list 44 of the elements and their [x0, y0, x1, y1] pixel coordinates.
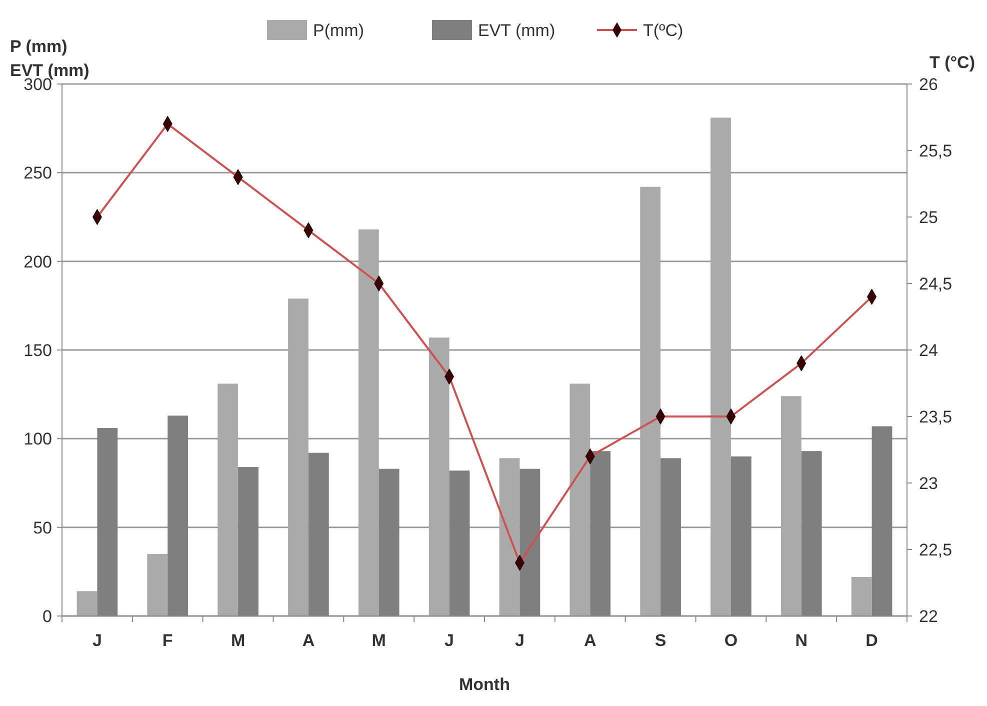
x-tick-label: J — [514, 631, 524, 650]
bar — [288, 298, 308, 616]
y2-tick-label: 25,5 — [919, 141, 952, 160]
bar — [499, 458, 520, 616]
x-tick-label: A — [302, 631, 315, 650]
y2-tick-label: 23 — [919, 474, 938, 493]
x-tick-label: N — [795, 631, 808, 650]
y-tick-label: 100 — [24, 430, 52, 449]
x-tick-label: J — [92, 631, 102, 650]
bar — [358, 229, 379, 616]
bar — [710, 118, 731, 616]
bar — [428, 338, 450, 616]
bar — [640, 186, 661, 616]
x-tick-label: F — [162, 631, 173, 650]
bar — [76, 591, 98, 616]
bar — [218, 384, 238, 616]
x-axis-title: Month — [459, 675, 510, 694]
y-tick-label: 200 — [24, 252, 52, 272]
bar — [570, 384, 590, 616]
x-tick-label: D — [866, 631, 878, 650]
y2-tick-label: 25 — [919, 208, 938, 227]
bar — [780, 396, 802, 616]
y2-tick-label: 24 — [919, 340, 938, 360]
legend-label: EVT (mm) — [478, 20, 556, 40]
legend-label: P(mm) — [313, 20, 364, 40]
x-tick-label: O — [724, 631, 738, 650]
x-tick-label: M — [230, 631, 246, 650]
x-tick-label: J — [444, 631, 454, 650]
bar — [147, 554, 168, 616]
y-tick-label: 150 — [24, 340, 52, 360]
x-tick-label: S — [654, 631, 666, 650]
y2-axis-title: T (°C) — [929, 53, 975, 72]
bar — [851, 576, 872, 616]
y2-tick-label: 26 — [919, 74, 938, 94]
y2-tick-label: 22 — [919, 606, 938, 626]
x-tick-label: A — [584, 631, 596, 650]
y2-tick-label: 24,5 — [919, 274, 952, 294]
y2-tick-label: 23,5 — [919, 407, 952, 426]
y-tick-label: 0 — [42, 606, 52, 626]
y2-tick-label: 22,5 — [919, 540, 952, 560]
legend-label: T(ºC) — [643, 20, 684, 40]
y-tick-label: 50 — [33, 518, 52, 538]
x-tick-label: M — [372, 631, 386, 650]
y-tick-label: 250 — [24, 164, 52, 183]
